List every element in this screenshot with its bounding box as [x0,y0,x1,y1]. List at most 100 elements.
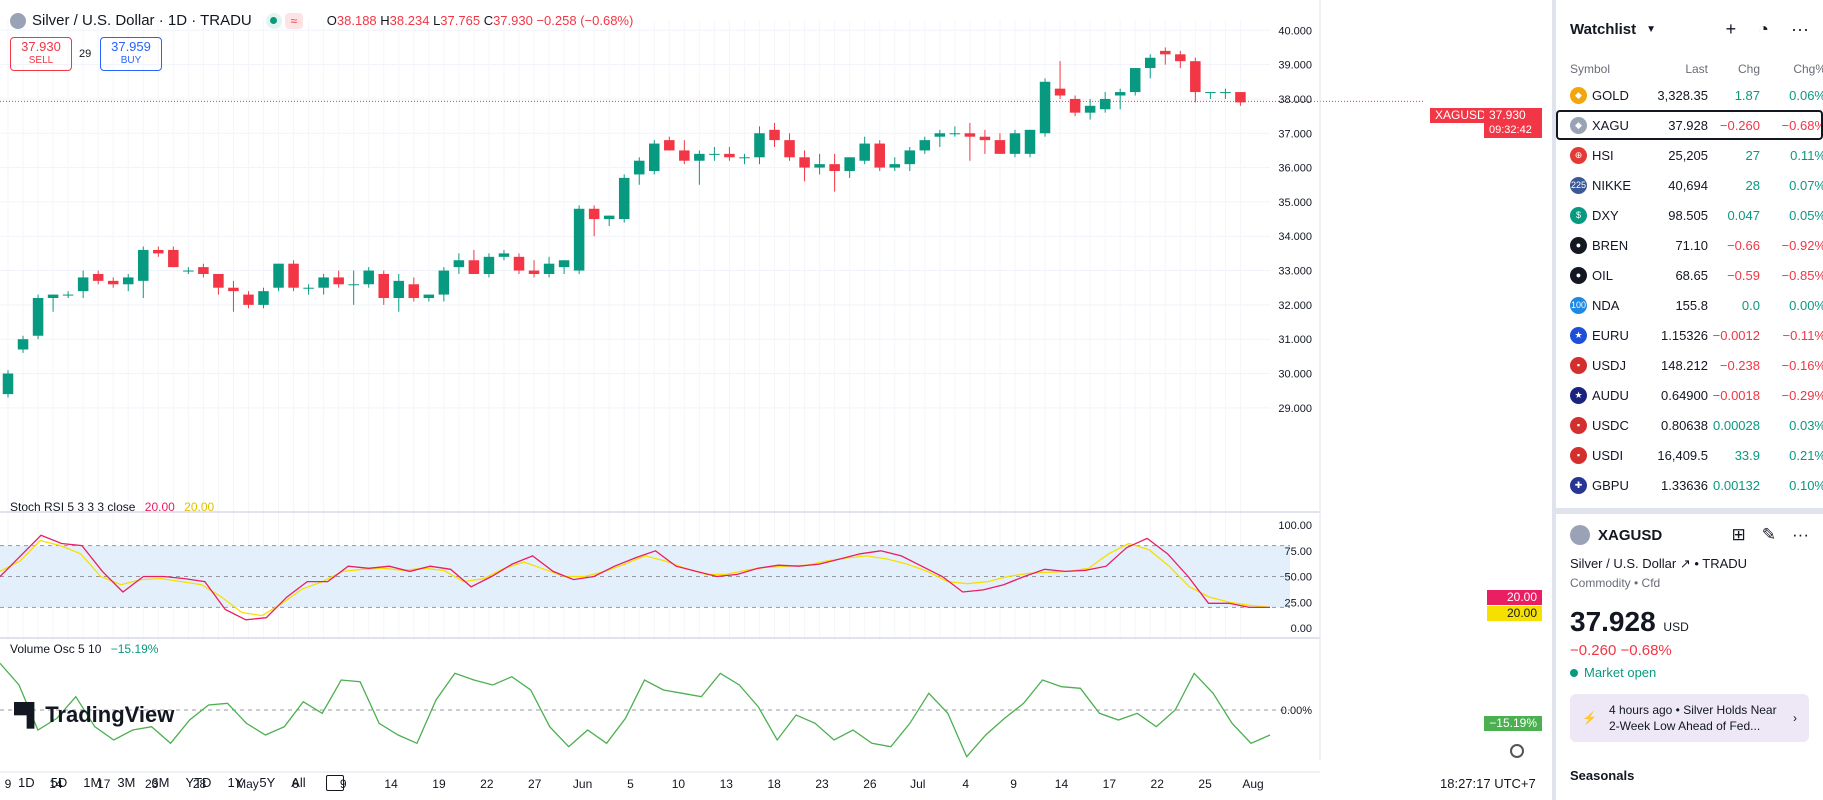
watchlist-row[interactable]: ◆ XAGU 37.928 −0.260 −0.68% [1556,110,1823,140]
volume-osc-legend[interactable]: Volume Osc 5 10 −15.19% [10,642,159,656]
watchlist-row[interactable]: ✚ GBPU 1.33636 0.00132 0.10% [1556,470,1823,500]
watchlist-header: Watchlist ▼ + ◔ ··· [1556,0,1823,58]
candle-body [107,280,119,285]
time-axis-label: 4 [962,777,969,791]
candle-body [423,294,435,299]
time-axis-label: 17 [1103,777,1117,791]
col-chg[interactable]: Chg [1737,62,1760,76]
row-symbol: ◆ GOLD [1570,86,1648,104]
tradingview-logo: ▀▌ TradingView [14,702,175,727]
range-5d[interactable]: 5D [50,775,68,790]
market-status[interactable]: ≈ [265,12,303,29]
buy-button[interactable]: 37.959 BUY [100,37,162,71]
candle-body [979,136,991,141]
watchlist-row[interactable]: ◆ GOLD 3,328.35 1.87 0.06% [1556,80,1823,110]
candle-body [814,164,825,168]
range-1d[interactable]: 1D [18,775,35,790]
tv-mark-icon: ▀▌ [14,702,42,727]
watchlist-row[interactable]: ▪ USDC 0.80638 0.00028 0.03% [1556,410,1823,440]
row-symbol: ▪ USDJ [1570,356,1648,374]
candle-body [1084,105,1096,113]
watchlist-row[interactable]: ● OIL 68.65 −0.59 −0.85% [1556,260,1823,290]
row-last: 148.212 [1661,357,1708,373]
range-3m[interactable]: 3M [117,775,136,790]
row-symbol: ⊕ HSI [1570,146,1648,164]
candle-body [1160,50,1171,55]
range-ytd[interactable]: YTD [185,775,212,790]
col-chgp[interactable]: Chg% [1793,62,1823,76]
chevron-down-icon[interactable]: ▼ [1646,23,1657,35]
range-5y[interactable]: 5Y [259,775,276,790]
add-symbol-icon[interactable]: + [1725,18,1737,39]
candle-body [228,287,239,292]
range-1m[interactable]: 1M [83,775,102,790]
watchlist-row[interactable]: ▪ USDJ 148.212 −0.238 −0.16% [1556,350,1823,380]
advanced-view-icon[interactable]: ◔ [1758,18,1770,39]
external-link-icon[interactable]: ↗ [1679,556,1691,571]
range-all[interactable]: All [291,775,306,790]
candle-body [168,249,179,268]
symbol-title[interactable]: Silver / U.S. Dollar · 1D · TRADU [32,12,252,29]
more-options-icon[interactable]: ··· [1791,18,1809,39]
go-to-date-icon[interactable] [325,775,344,791]
edit-note-icon[interactable]: ✎ [1761,525,1777,544]
news-item[interactable]: ⚡ 4 hours ago • Silver Holds Near 2-Week… [1570,694,1809,742]
range-1y[interactable]: 1Y [227,775,244,790]
sell-button[interactable]: 37.930 SELL [10,37,72,71]
row-chg: 28 [1745,177,1760,193]
candle-body [724,153,735,158]
clock[interactable]: 18:27:17 UTC+7 [1440,776,1536,791]
candle-body [153,249,164,254]
candle-body [1220,92,1231,94]
watchlist-row[interactable]: 100 NDA 155.8 0.0 0.00% [1556,290,1823,320]
range-6m[interactable]: 6M [151,775,170,790]
watchlist-row[interactable]: ★ AUDU 0.64900 −0.0018 −0.29% [1556,380,1823,410]
col-symbol[interactable]: Symbol [1570,62,1611,76]
candle-body [393,280,405,299]
row-symbol: ● OIL [1570,266,1648,284]
row-chg: 0.047 [1727,207,1760,223]
watchlist-rows: ◆ GOLD 3,328.35 1.87 0.06% ◆ XAGU 37.928 −0.260 −… [1556,80,1823,500]
chevron-right-icon[interactable]: › [1793,711,1797,725]
price-tick-label: 32.000 [1278,300,1312,312]
time-axis-label: 14 [1055,777,1069,791]
chart-canvas[interactable]: 29.000 30.000 31.000 32.000 33.000 34.000 35.0… [0,0,1552,800]
layout-icon[interactable]: ⊞ [1731,525,1746,544]
volume-zero-label: 0.00% [1281,705,1312,717]
watchlist-row[interactable]: ⊕ HSI 25,205 27 0.11% [1556,140,1823,170]
candle-body [1054,88,1066,96]
time-axis-label: 26 [863,777,877,791]
candle-body [513,256,525,271]
row-chgp: −0.11% [1782,327,1823,343]
candle-body [904,150,916,165]
candle-body [1205,92,1216,94]
time-axis-label: 19 [432,777,446,791]
seasonals-title[interactable]: Seasonals [1570,768,1635,783]
watchlist-row[interactable]: 225 NIKKE 40,694 28 0.07% [1556,170,1823,200]
settings-gear-icon[interactable] [1510,744,1524,758]
market-open-icon[interactable] [265,12,282,29]
watchlist-row[interactable]: ▪ USDI 16,409.5 33.9 0.21% [1556,440,1823,470]
row-chg: −0.0018 [1712,387,1760,403]
watchlist-row[interactable]: ★ EURU 1.15326 −0.0012 −0.11% [1556,320,1823,350]
symbol-header: Silver / U.S. Dollar · 1D · TRADU ≈ O38.… [10,12,633,29]
col-last[interactable]: Last [1685,62,1708,76]
candle-body [799,157,810,168]
us-flag-icon: ▪ [1570,356,1587,374]
candle-body [739,157,750,159]
watchlist-title[interactable]: Watchlist [1570,20,1637,38]
price-tick-label: 37.000 [1278,128,1312,140]
row-chgp: 0.00% [1789,297,1823,313]
last-price-tag: 37.930 09:32:42 [1484,108,1542,138]
row-chg: 0.0 [1741,297,1760,313]
panel-divider[interactable] [1556,508,1823,514]
chart-area[interactable]: 29.000 30.000 31.000 32.000 33.000 34.000 35.0… [0,0,1552,800]
details-symbol: XAGUSD [1598,526,1663,544]
watchlist-row[interactable]: $ DXY 98.505 0.047 0.05% [1556,200,1823,230]
candle-body [2,373,14,395]
stoch-rsi-legend[interactable]: Stoch RSI 5 3 3 3 close 20.00 20.00 [10,500,215,514]
more-options-icon[interactable]: ··· [1792,525,1809,544]
data-delay-icon[interactable]: ≈ [284,12,303,29]
stoch-k-tag: 20.00 [1487,590,1542,605]
watchlist-row[interactable]: ● BREN 71.10 −0.66 −0.92% [1556,230,1823,260]
